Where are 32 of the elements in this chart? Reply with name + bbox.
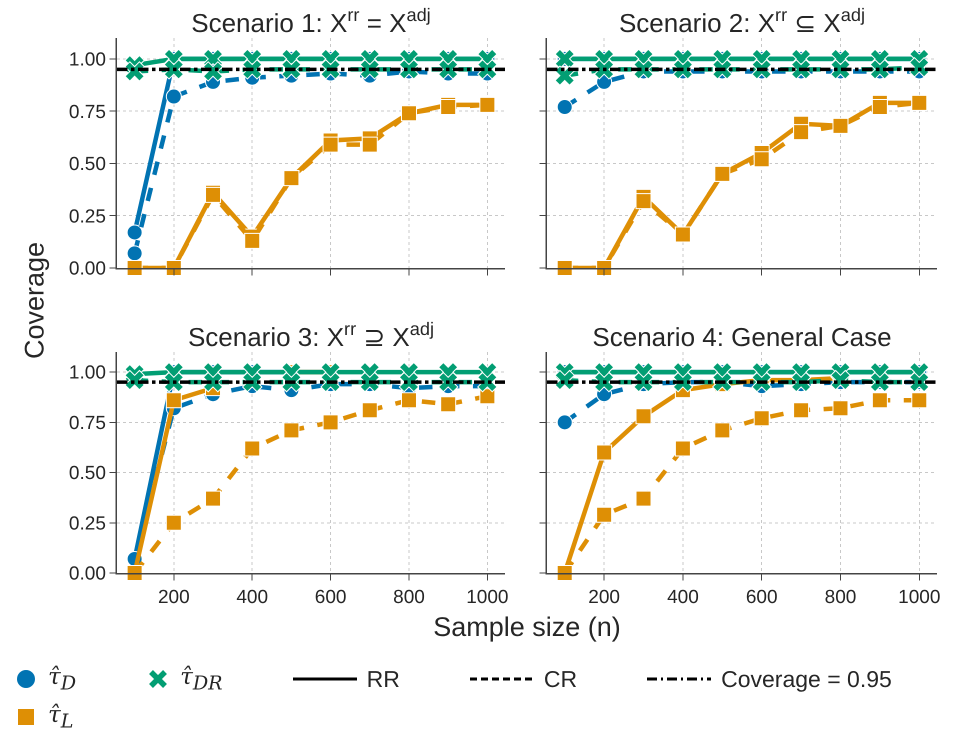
chart-title: Scenario 4: General Case bbox=[592, 322, 892, 352]
x-tick-label: 800 bbox=[824, 587, 856, 608]
x-tick-label: 400 bbox=[667, 587, 699, 608]
legend-label: τ̂$_{D}$ bbox=[48, 664, 76, 694]
x-axis-title: Sample size (n) bbox=[432, 612, 622, 643]
y-tick-label: 0.00 bbox=[68, 564, 106, 585]
text: RR bbox=[366, 666, 400, 692]
x-tick-label: 400 bbox=[236, 587, 268, 608]
y-tick-label: 0.00 bbox=[68, 258, 106, 280]
text: CR bbox=[544, 666, 578, 692]
chart-title: Scenario 3: X$^{rr}$ ⊇ X$^{adj}$ bbox=[188, 319, 434, 352]
x-tick-label: 800 bbox=[393, 587, 425, 608]
y-tick-label: 0.25 bbox=[68, 206, 106, 228]
y-tick-label: 0.75 bbox=[68, 412, 106, 434]
x-tick-label: 600 bbox=[314, 587, 346, 608]
chart-title: Scenario 1: X$^{rr}$ = X$^{adj}$ bbox=[191, 5, 431, 38]
y-tick-label: 0.50 bbox=[68, 154, 106, 176]
x-tick-label: 1000 bbox=[898, 587, 940, 608]
y-tick-label: 1.00 bbox=[68, 362, 106, 384]
y-tick-label: 0.25 bbox=[68, 513, 106, 534]
y-axis-title: Coverage bbox=[20, 240, 50, 362]
x-tick-label: 200 bbox=[588, 587, 620, 608]
x-tick-label: 200 bbox=[158, 587, 190, 608]
y-tick-label: 0.75 bbox=[68, 102, 106, 123]
x-tick-label: 1000 bbox=[466, 587, 508, 608]
legend-label: τ̂$_{DR}$ bbox=[180, 664, 223, 694]
legend-label: Coverage = 0.95 bbox=[721, 666, 892, 692]
chart-title: Scenario 2: X$^{rr}$ ⊆ X$^{adj}$ bbox=[618, 5, 866, 38]
y-tick-label: 1.00 bbox=[68, 50, 106, 71]
x-tick-label: 600 bbox=[746, 587, 778, 608]
legend-label: τ̂$_{L}$ bbox=[48, 702, 74, 732]
y-tick-label: 0.50 bbox=[68, 463, 106, 484]
